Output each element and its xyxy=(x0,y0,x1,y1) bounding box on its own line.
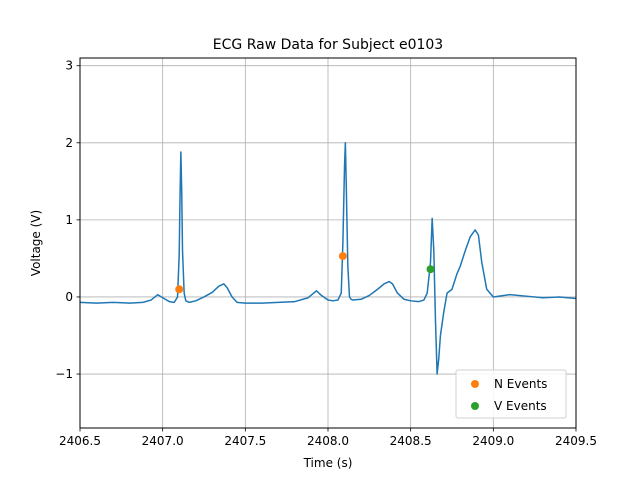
x-tick-label: 2408.5 xyxy=(390,434,432,448)
legend-label: V Events xyxy=(494,399,547,413)
plot-area xyxy=(79,142,577,375)
event-marker xyxy=(338,252,347,261)
x-axis-ticks: 2406.5 2407.0 2407.5 2408.0 2408.5 2409.0 2409… xyxy=(59,428,597,448)
event-marker xyxy=(426,265,435,274)
x-tick-label: 2406.5 xyxy=(59,434,101,448)
x-tick-label: 2409.5 xyxy=(555,434,597,448)
y-axis-label: Voltage (V) xyxy=(29,210,43,276)
chart-title: ECG Raw Data for Subject e0103 xyxy=(213,37,443,53)
legend-marker xyxy=(471,380,479,388)
x-tick-label: 2409.0 xyxy=(472,434,514,448)
y-axis-ticks: −1 0 1 2 3 xyxy=(55,59,80,381)
y-tick-label: 3 xyxy=(65,59,73,73)
legend-marker xyxy=(471,402,479,410)
y-tick-label: 0 xyxy=(65,290,73,304)
y-tick-label: 1 xyxy=(65,213,73,227)
x-tick-label: 2407.0 xyxy=(142,434,184,448)
event-marker xyxy=(175,285,184,294)
x-tick-label: 2408.0 xyxy=(307,434,349,448)
x-axis-label: Time (s) xyxy=(303,456,353,470)
legend-box xyxy=(455,369,567,419)
y-tick-label: 2 xyxy=(65,136,73,150)
x-tick-label: 2407.5 xyxy=(224,434,266,448)
y-tick-label: −1 xyxy=(55,367,73,381)
legend: N Events V Events xyxy=(455,369,567,419)
legend-label: N Events xyxy=(494,377,547,391)
ecg-signal-line xyxy=(79,142,577,375)
